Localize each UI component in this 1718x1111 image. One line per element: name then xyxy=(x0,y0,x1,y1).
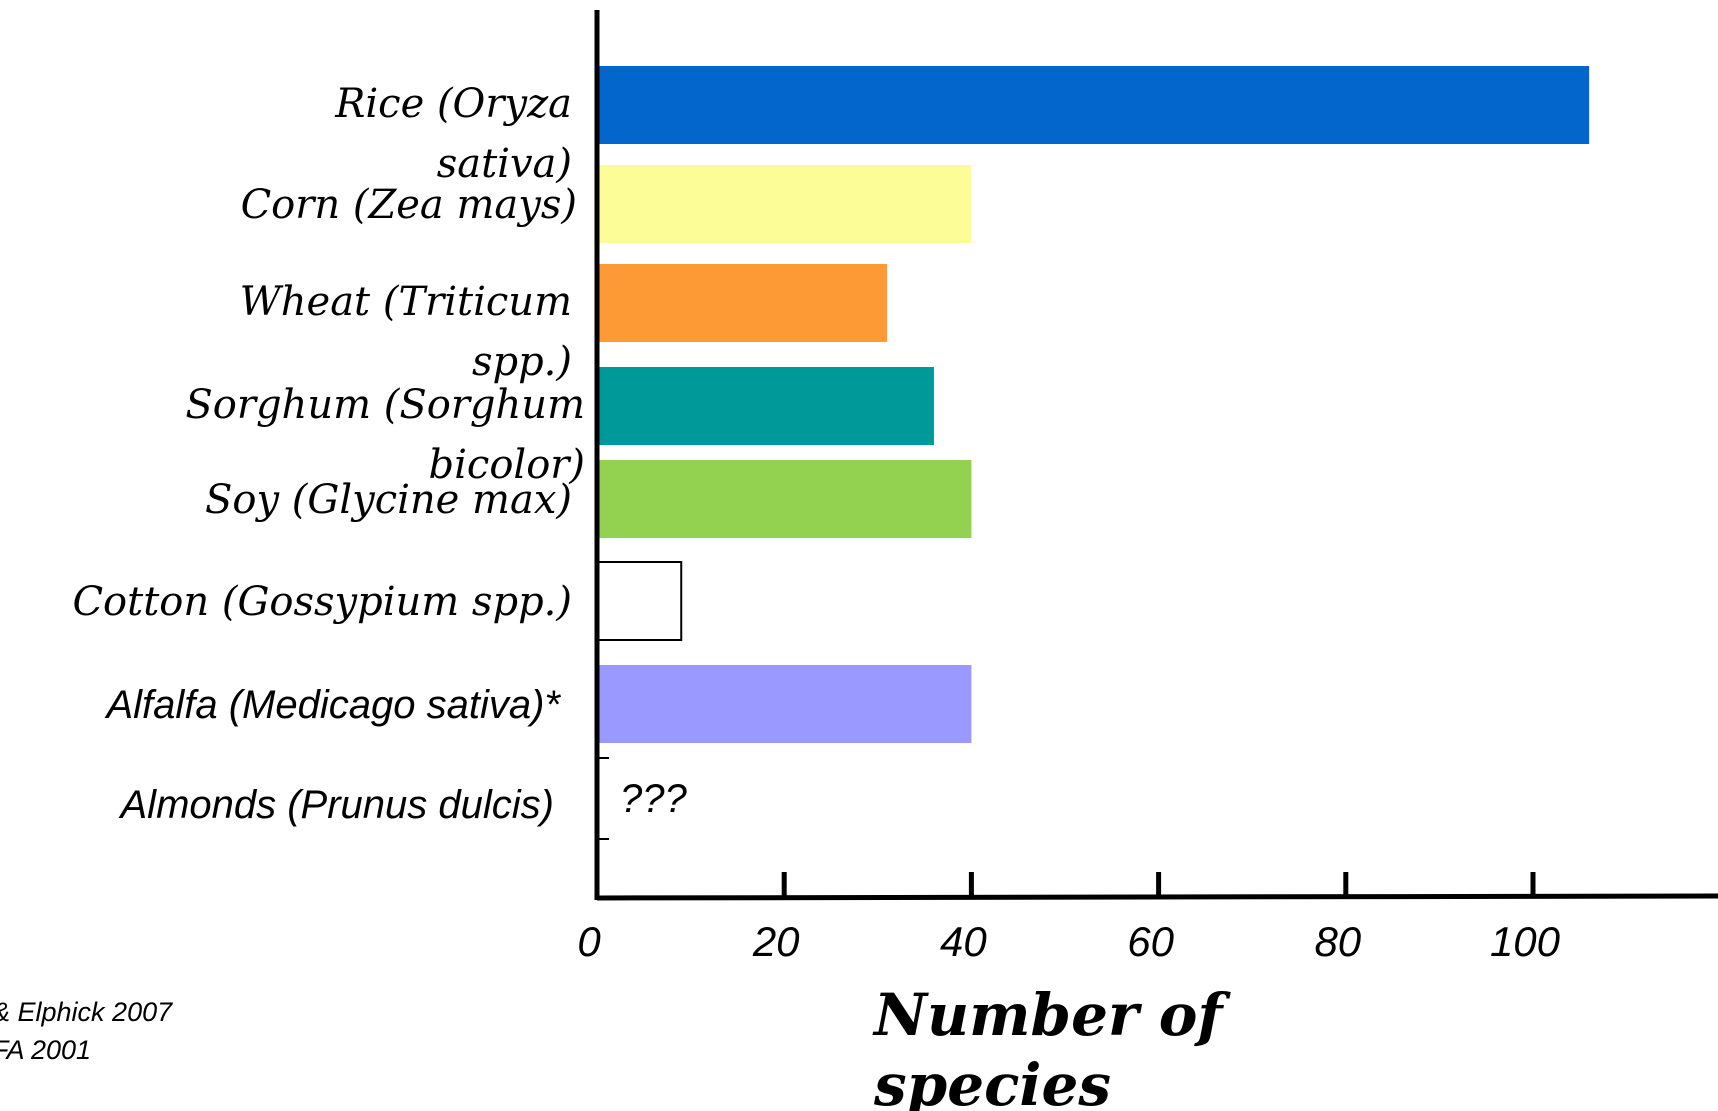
x-tick-label: 100 xyxy=(1490,918,1561,965)
x-tick-label: 20 xyxy=(752,918,800,965)
bar xyxy=(597,460,972,538)
category-label: Soy (Glycine max) xyxy=(205,477,572,523)
category-label: Wheat (Triticum xyxy=(240,279,572,325)
x-axis-title-line: species xyxy=(873,1051,1111,1111)
x-tick-label: 40 xyxy=(940,918,987,965)
bar xyxy=(597,66,1590,144)
x-ticks: 0 20 40 60 80 100 xyxy=(577,872,1561,965)
x-axis-title-line: Number of xyxy=(872,981,1231,1049)
bar xyxy=(597,367,934,445)
category-labels: Rice (Oryza sativa)Corn (Zea mays) Wheat (… xyxy=(72,81,585,827)
category-label: Corn (Zea mays) xyxy=(241,182,577,228)
category-label: spp.) xyxy=(472,339,572,385)
category-label: Sorghum (Sorghum xyxy=(185,382,585,428)
category-label: Rice (Oryza xyxy=(334,81,572,127)
x-tick-label: 60 xyxy=(1127,918,1174,965)
x-tick-label: 80 xyxy=(1314,918,1361,965)
bar xyxy=(597,264,888,342)
bars-group xyxy=(596,66,1590,840)
source-line-2: FA 2001 xyxy=(0,1035,91,1065)
bar xyxy=(596,561,683,641)
x-tick-label: 0 xyxy=(577,918,601,965)
category-label: sativa) xyxy=(437,141,572,187)
bar xyxy=(597,165,972,243)
category-label: Almonds (Prunus dulcis) xyxy=(119,783,555,827)
annotation-unknown: ??? xyxy=(620,777,687,821)
category-label: Alfalfa (Medicago sativa)* xyxy=(104,683,561,727)
category-label: Cotton (Gossypium spp.) xyxy=(72,579,572,625)
source-line-1: & Elphick 2007 xyxy=(0,997,173,1027)
category-label: bicolor) xyxy=(429,442,585,488)
bar xyxy=(597,665,972,743)
